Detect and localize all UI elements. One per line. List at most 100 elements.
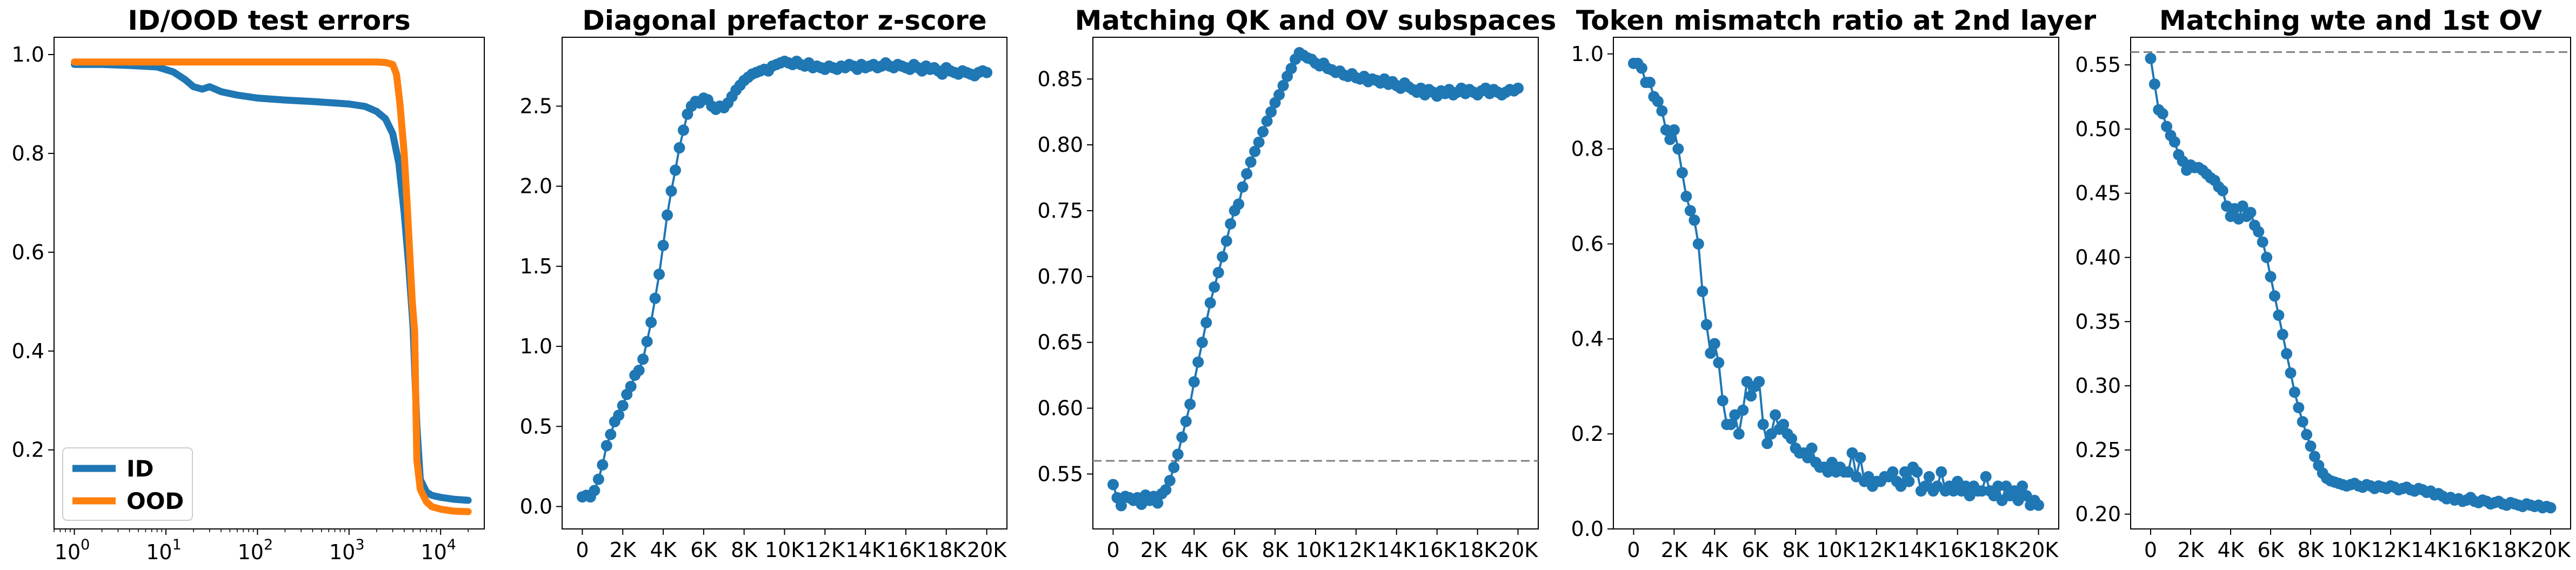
x-tick-label: 20K <box>967 538 1007 562</box>
data-point <box>2265 271 2277 283</box>
data-point <box>677 124 689 136</box>
panel-title: ID/OOD test errors <box>128 5 410 36</box>
x-tick-label: 0 <box>1106 538 1119 562</box>
y-tick-label: 0.60 <box>1037 397 1083 420</box>
data-point <box>981 66 993 78</box>
y-tick-label: 0.2 <box>12 438 44 462</box>
x-tick-label: 6K <box>2257 538 2284 562</box>
data-point <box>2297 416 2308 428</box>
axes-frame <box>562 37 1007 529</box>
axes-frame <box>54 37 485 529</box>
panel-title: Matching QK and OV subspaces <box>1075 5 1557 36</box>
x-tick-label: 12K <box>1336 538 1376 562</box>
x-tick-label: 4K <box>650 538 677 562</box>
data-point <box>1689 214 1700 226</box>
series-line-1 <box>581 60 988 498</box>
data-point <box>2237 200 2248 212</box>
data-point <box>1245 156 1257 168</box>
y-tick-label: 0.40 <box>2075 245 2121 269</box>
series-line-1 <box>1632 62 2040 506</box>
x-tick-label: 20K <box>1498 538 1538 562</box>
data-point <box>1936 466 1947 478</box>
y-tick-label: 0.70 <box>1037 265 1083 289</box>
x-tick-label: 4K <box>1701 538 1729 562</box>
y-tick-label: 0.8 <box>1571 137 1604 161</box>
data-point <box>1168 461 1180 473</box>
data-point <box>1196 337 1208 348</box>
data-point <box>1209 281 1220 293</box>
data-point <box>2305 440 2317 452</box>
data-point <box>1705 347 1717 359</box>
data-point <box>1770 409 1781 421</box>
x-tick-label: 18K <box>2491 538 2531 562</box>
data-point <box>2148 78 2160 90</box>
y-tick-label: 0.0 <box>1571 517 1604 541</box>
data-point <box>2257 236 2268 248</box>
x-tick-exponent: 2 <box>264 537 273 553</box>
data-point <box>1261 115 1273 127</box>
x-tick-label: 101 <box>146 537 182 564</box>
data-point <box>1806 442 1818 454</box>
axes-frame <box>1613 37 2059 529</box>
y-tick-label: 0.25 <box>2075 438 2121 462</box>
y-tick-label: 0.55 <box>2075 53 2121 77</box>
series-line-1 <box>2150 57 2552 509</box>
y-tick-label: 0.5 <box>520 414 552 438</box>
x-tick-label: 103 <box>329 537 365 564</box>
data-point <box>1176 431 1188 443</box>
data-point <box>669 164 681 176</box>
data-point <box>1164 475 1176 487</box>
x-tick-label: 16K <box>1938 538 1978 562</box>
x-tick-exponent: 1 <box>172 537 182 553</box>
data-point <box>662 209 673 221</box>
x-tick-label: 0 <box>1627 538 1640 562</box>
x-tick-label: 104 <box>421 537 456 564</box>
data-point <box>2161 120 2173 132</box>
data-point <box>1992 480 2004 492</box>
x-tick-label: 0 <box>2144 538 2157 562</box>
axes-frame <box>1092 37 1539 529</box>
data-point <box>1737 404 1749 416</box>
data-point <box>1253 136 1265 148</box>
y-tick-label: 1.0 <box>520 334 552 358</box>
y-tick-label: 0.4 <box>12 339 44 363</box>
x-tick-label: 2K <box>1140 538 1167 562</box>
x-tick-label: 8K <box>1783 538 1810 562</box>
data-point <box>645 317 657 328</box>
data-point <box>1976 485 1988 497</box>
x-tick-label: 100 <box>55 537 90 564</box>
legend-label-id: ID <box>126 455 154 482</box>
data-point <box>597 459 609 471</box>
x-tick-label: 12K <box>2371 538 2411 562</box>
data-point <box>1212 267 1224 279</box>
data-point <box>1887 466 1899 478</box>
data-point <box>1277 79 1289 91</box>
data-point <box>1757 419 1769 431</box>
y-tick-label: 1.0 <box>12 43 44 66</box>
data-point <box>1700 319 1712 331</box>
x-tick-label: 2K <box>1661 538 1688 562</box>
data-point <box>1180 415 1192 427</box>
data-point <box>613 410 625 421</box>
y-tick-label: 1.0 <box>1571 42 1604 66</box>
x-tick-label: 16K <box>886 538 926 562</box>
series-line-ood <box>71 58 472 515</box>
axes-frame <box>2130 37 2571 529</box>
x-tick-label: 16K <box>1417 538 1457 562</box>
data-point <box>1204 297 1216 309</box>
data-point <box>1668 124 1680 136</box>
data-point <box>2033 499 2045 511</box>
legend-label-ood: OOD <box>126 488 184 514</box>
panel-title: Diagonal prefactor z-score <box>582 5 986 36</box>
y-tick-label: 0.45 <box>2075 182 2121 205</box>
x-tick-label: 20K <box>2531 538 2571 562</box>
x-tick-exponent: 0 <box>81 537 90 553</box>
data-point <box>2245 206 2257 218</box>
panel-2: Diagonal prefactor z-score 0.0 0.5 1.0 1.5 2.… <box>520 5 1007 562</box>
data-point <box>2168 136 2180 148</box>
data-point <box>589 485 600 497</box>
data-point <box>1152 497 1164 509</box>
data-point <box>2285 367 2297 379</box>
data-point <box>1697 285 1709 297</box>
